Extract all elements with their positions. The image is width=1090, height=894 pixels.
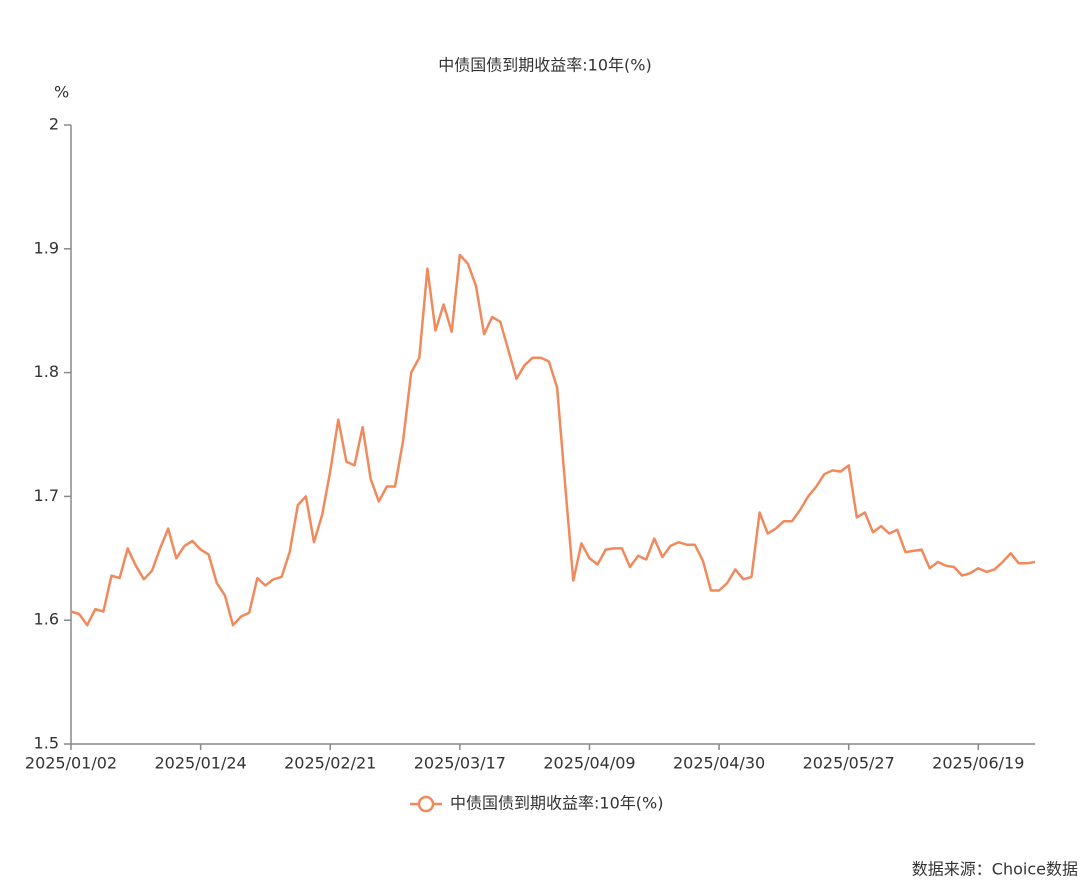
legend-label: 中债国债到期收益率:10年(%) <box>450 794 663 813</box>
y-tick-label: 1.7 <box>34 486 59 505</box>
y-tick-label: 1.8 <box>34 362 59 381</box>
legend-marker <box>417 795 435 813</box>
x-tick-label: 2025/02/21 <box>284 754 376 773</box>
x-tick-label: 2025/06/19 <box>932 754 1024 773</box>
y-tick-label: 1.5 <box>34 734 59 753</box>
x-tick-label: 2025/01/24 <box>155 754 247 773</box>
chart-title: 中债国债到期收益率:10年(%) <box>438 56 651 75</box>
x-tick-label: 2025/05/27 <box>803 754 895 773</box>
source-note: 数据来源：Choice数据 <box>912 860 1078 879</box>
y-tick-label: 1.6 <box>34 610 59 629</box>
data-line <box>70 253 1036 627</box>
y-unit: % <box>54 83 69 102</box>
x-tick-label: 2025/03/17 <box>414 754 506 773</box>
y-tick-label: 2 <box>49 115 59 134</box>
x-tick-label: 2025/04/09 <box>543 754 635 773</box>
x-tick-label: 2025/04/30 <box>673 754 765 773</box>
y-tick-label: 1.9 <box>34 238 59 257</box>
x-tick-label: 2025/01/02 <box>25 754 117 773</box>
